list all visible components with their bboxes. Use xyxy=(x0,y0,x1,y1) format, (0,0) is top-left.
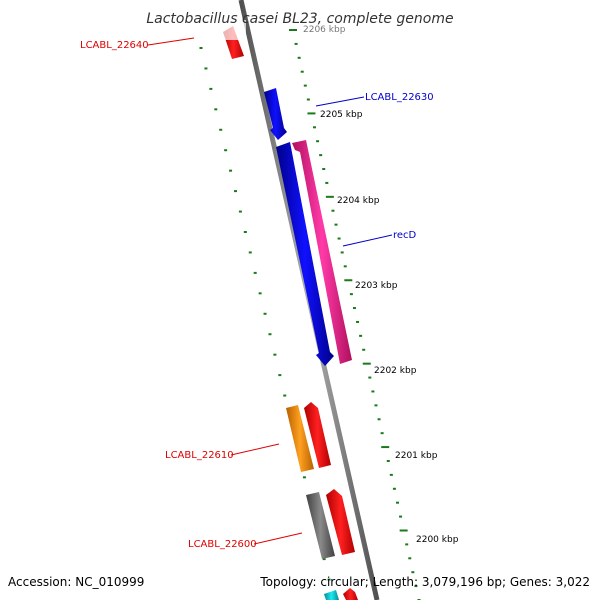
gene-LCABL_22610[interactable] xyxy=(286,405,314,472)
ruler-dots xyxy=(199,29,421,600)
tick-label: 2203 kbp xyxy=(355,281,398,291)
tick-label: 2206 kbp xyxy=(303,25,346,35)
gene-label-LCABL_22610[interactable]: LCABL_22610 xyxy=(165,450,234,461)
ruler-labels: 2206 kbp 2205 kbp 2204 kbp 2203 kbp 2202… xyxy=(303,25,459,545)
gene-blue-long[interactable] xyxy=(276,142,334,366)
label-leaders xyxy=(147,37,393,545)
gene-fade-overlay xyxy=(221,20,246,40)
gene-red-4[interactable] xyxy=(343,588,358,600)
topology-text: Topology: circular; Length: 3,079,196 bp… xyxy=(259,575,590,589)
gene-recD[interactable] xyxy=(292,140,352,364)
tick-label: 2204 kbp xyxy=(337,196,380,206)
leader-LCABL_22610 xyxy=(230,443,280,456)
gene-LCABL_22600[interactable] xyxy=(306,492,335,559)
gene-label-LCABL_22640[interactable]: LCABL_22640 xyxy=(80,40,149,51)
tick-label: 2202 kbp xyxy=(374,366,417,376)
accession-text: Accession: NC_010999 xyxy=(8,575,144,589)
map-title: Lactobacillus casei BL23, complete genom… xyxy=(146,11,453,27)
gene-red-3[interactable] xyxy=(326,489,355,555)
tick-label: 2205 kbp xyxy=(320,110,363,120)
gene-LCABL_22630[interactable] xyxy=(264,88,287,140)
gene-cyan[interactable] xyxy=(324,590,339,600)
gene-label-LCABL_22600[interactable]: LCABL_22600 xyxy=(188,539,257,550)
leader-LCABL_22630 xyxy=(315,96,365,107)
gene-label-recD[interactable]: recD xyxy=(393,230,417,241)
tick-label: 2201 kbp xyxy=(395,451,438,461)
gene-features xyxy=(221,20,358,600)
leader-recD xyxy=(342,234,393,247)
leader-LCABL_22640 xyxy=(147,37,195,46)
gene-red-2[interactable] xyxy=(304,402,331,468)
leader-LCABL_22600 xyxy=(253,532,303,545)
gene-label-LCABL_22630[interactable]: LCABL_22630 xyxy=(365,92,434,103)
tick-label: 2200 kbp xyxy=(416,535,459,545)
